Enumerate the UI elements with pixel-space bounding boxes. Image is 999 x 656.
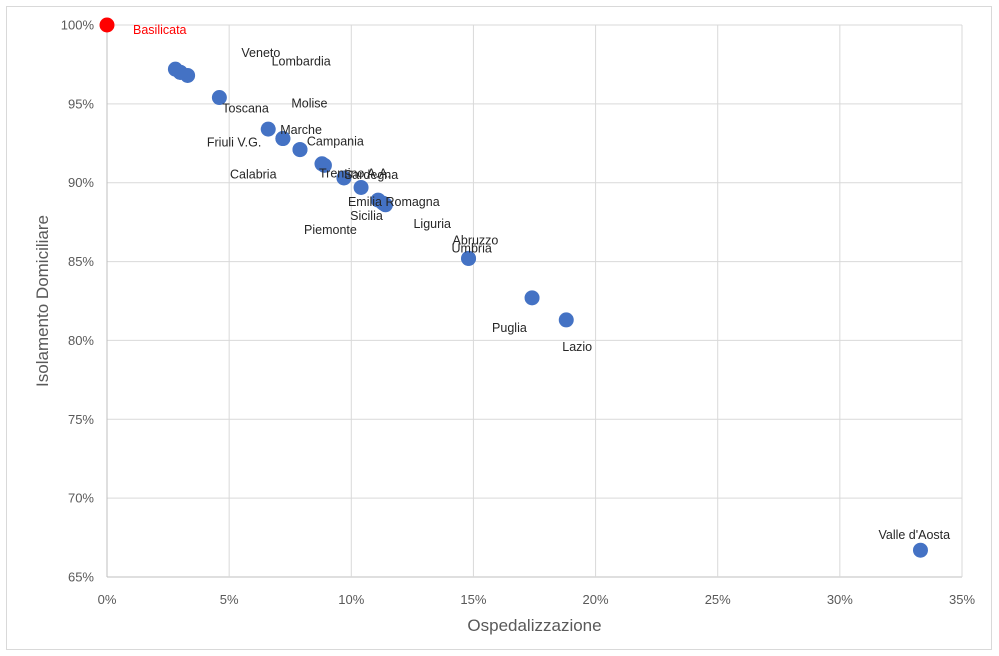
- chart-frame: [6, 6, 992, 650]
- point-label: Puglia: [492, 321, 527, 335]
- point-label: Friuli V.G.: [207, 136, 261, 150]
- y-tick-label: 70%: [68, 491, 94, 506]
- point-label: Sardegna: [344, 168, 398, 182]
- data-point: [912, 542, 928, 558]
- y-tick-label: 75%: [68, 412, 94, 427]
- data-point: [461, 250, 477, 266]
- point-label: Valle d'Aosta: [878, 528, 950, 542]
- data-point: [172, 64, 188, 80]
- point-label: Emilia Romagna: [348, 195, 440, 209]
- x-axis-title: Ospedalizzazione: [467, 616, 601, 635]
- data-points: [99, 17, 928, 558]
- point-label: Trentino A.A.: [319, 167, 391, 181]
- point-label: Lazio: [562, 340, 592, 354]
- point-label: Marche: [280, 123, 322, 137]
- y-tick-label: 90%: [68, 175, 94, 190]
- y-axis-title: Isolamento Domiciliare: [33, 215, 52, 387]
- point-label: Campania: [307, 135, 364, 149]
- data-point: [99, 17, 115, 33]
- x-tick-label: 25%: [705, 592, 731, 607]
- point-label: Calabria: [230, 168, 277, 182]
- point-label: Veneto: [241, 46, 280, 60]
- data-point: [316, 157, 332, 173]
- x-tick-label: 5%: [220, 592, 239, 607]
- y-tick-label: 100%: [61, 18, 95, 33]
- x-tick-label: 20%: [583, 592, 609, 607]
- point-label: Sicilia: [350, 209, 383, 223]
- data-point: [292, 142, 308, 158]
- point-label: Umbria: [452, 241, 492, 255]
- data-point: [336, 170, 352, 186]
- data-point: [524, 290, 540, 306]
- data-point: [353, 179, 369, 195]
- data-point: [377, 197, 393, 213]
- data-point: [558, 312, 574, 328]
- y-tick-labels: 65% 70% 75% 80% 85% 90% 95% 100%: [61, 18, 95, 585]
- data-point: [211, 90, 227, 106]
- y-tick-label: 85%: [68, 254, 94, 269]
- x-tick-labels: 0% 5% 10% 15% 20% 25% 30% 35%: [98, 592, 976, 607]
- point-label: Molise: [291, 97, 327, 111]
- data-point: [275, 131, 291, 147]
- y-tick-label: 95%: [68, 96, 94, 111]
- x-tick-label: 10%: [338, 592, 364, 607]
- point-label: Toscana: [222, 101, 269, 115]
- point-label: Liguria: [413, 217, 451, 231]
- y-tick-label: 65%: [68, 570, 94, 585]
- point-label: Piemonte: [304, 223, 357, 237]
- point-label: Lombardia: [272, 54, 331, 68]
- data-point: [260, 121, 276, 137]
- point-label: Abruzzo: [453, 233, 499, 247]
- x-tick-label: 30%: [827, 592, 853, 607]
- point-label: Basilicata: [133, 23, 187, 37]
- x-tick-label: 0%: [98, 592, 117, 607]
- x-tick-label: 15%: [460, 592, 486, 607]
- x-tick-label: 35%: [949, 592, 975, 607]
- grid-lines: [106, 24, 963, 578]
- y-tick-label: 80%: [68, 333, 94, 348]
